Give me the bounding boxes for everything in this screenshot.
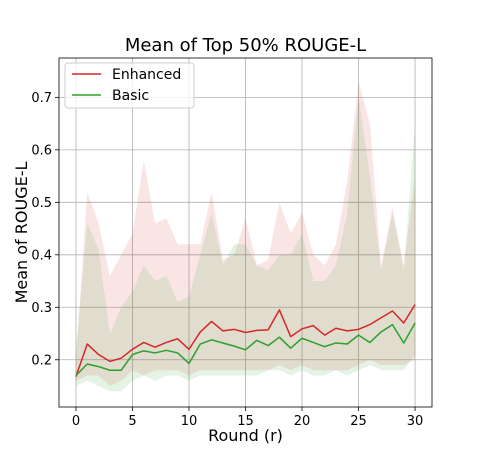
x-tick-label: 30 [407, 414, 424, 429]
confidence-bands [75, 81, 416, 392]
band-enhanced [75, 81, 416, 387]
line-enhanced [75, 304, 416, 377]
y-tick-label: 0.3 [31, 301, 52, 316]
x-axis-ticks: 0 5 10 15 20 25 30 [72, 407, 424, 429]
y-axis-ticks: 0.2 0.3 0.4 0.5 0.6 0.7 [31, 91, 59, 368]
legend: Enhanced Basic [64, 62, 195, 109]
y-tick-label: 0.4 [31, 248, 52, 263]
band-basic [75, 97, 416, 392]
x-tick-label: 10 [181, 414, 198, 429]
line-basic [75, 322, 416, 377]
chart-title: Mean of Top 50% ROUGE-L [125, 35, 366, 56]
x-tick-label: 15 [237, 414, 254, 429]
x-tick-label: 20 [294, 414, 311, 429]
y-tick-label: 0.6 [31, 143, 52, 158]
series-lines [75, 304, 416, 377]
x-tick-label: 25 [350, 414, 367, 429]
legend-basic-label: Basic [112, 88, 149, 104]
x-tick-label: 5 [128, 414, 136, 429]
x-tick-label: 0 [72, 414, 80, 429]
legend-enhanced-label: Enhanced [112, 67, 181, 83]
y-tick-label: 0.7 [31, 91, 52, 106]
y-tick-label: 0.2 [31, 353, 52, 368]
y-axis-title: Mean of ROUGE-L [12, 162, 31, 304]
grid-lines [59, 58, 432, 407]
y-tick-label: 0.5 [31, 196, 52, 211]
x-axis-title: Round (r) [208, 426, 283, 445]
